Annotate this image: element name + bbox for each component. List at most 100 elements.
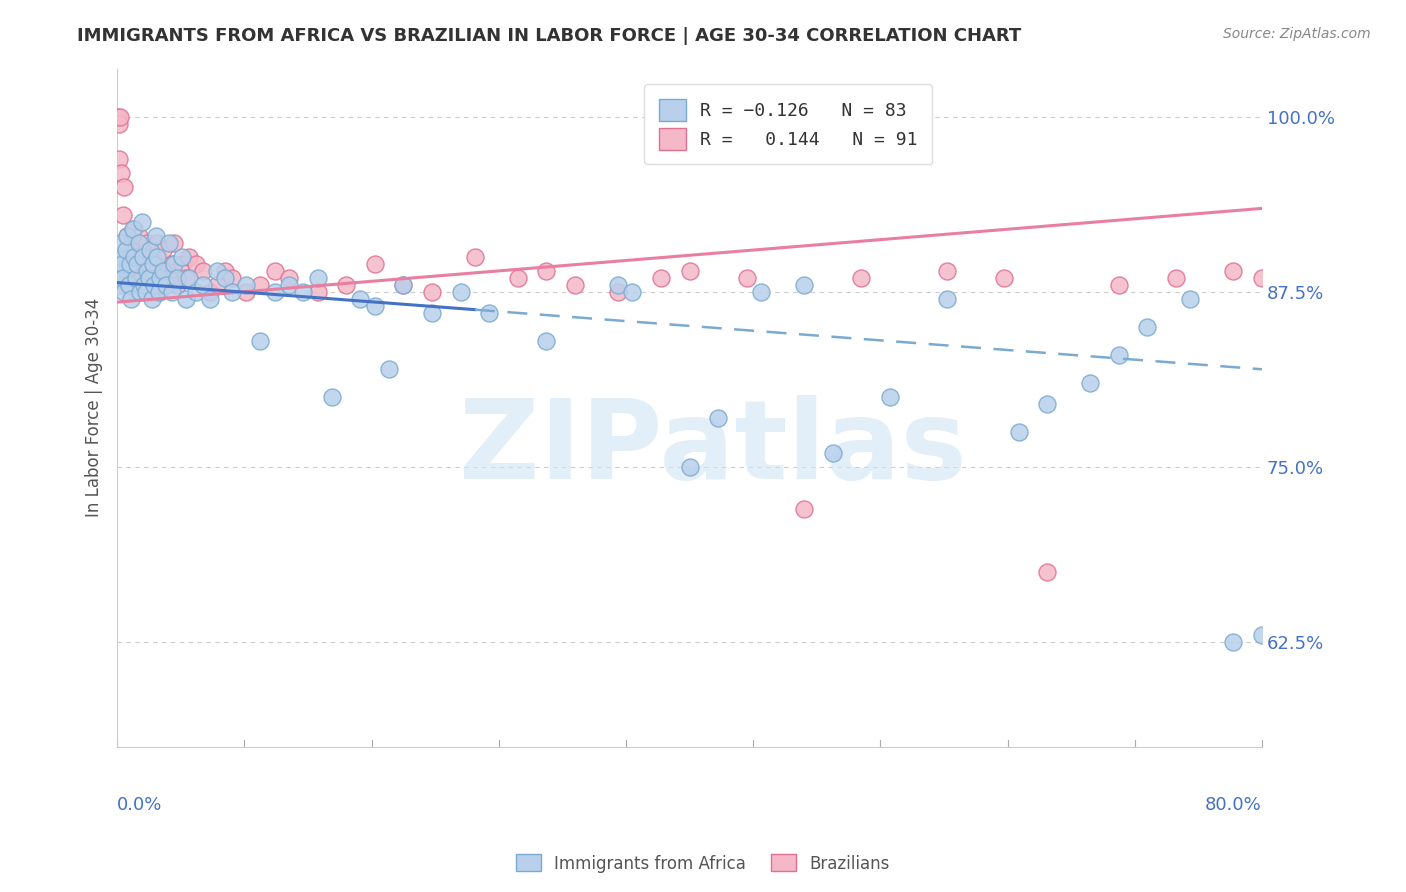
Point: [110, 251, 132, 265]
Point: [221, 271, 243, 285]
Point: [364, 299, 387, 313]
Point: [134, 278, 156, 293]
Point: [121, 236, 143, 251]
Point: [160, 285, 183, 300]
Point: [191, 264, 214, 278]
Point: [1251, 628, 1274, 642]
Point: [235, 285, 257, 300]
Point: [121, 293, 143, 307]
Point: [146, 236, 169, 251]
Point: [108, 264, 131, 278]
Point: [128, 236, 150, 251]
Point: [321, 390, 343, 404]
Point: [478, 306, 501, 320]
Point: [1108, 348, 1130, 362]
Legend: Immigrants from Africa, Brazilians: Immigrants from Africa, Brazilians: [509, 847, 897, 880]
Point: [131, 271, 153, 285]
Point: [152, 264, 174, 278]
Point: [1222, 264, 1244, 278]
Point: [122, 257, 145, 271]
Point: [136, 236, 159, 251]
Point: [148, 285, 170, 300]
Point: [115, 229, 138, 244]
Text: 80.0%: 80.0%: [1205, 796, 1263, 814]
Text: 0.0%: 0.0%: [117, 796, 163, 814]
Point: [793, 278, 815, 293]
Point: [111, 271, 134, 285]
Point: [132, 251, 155, 265]
Point: [207, 264, 229, 278]
Point: [117, 264, 139, 278]
Point: [138, 264, 160, 278]
Point: [1279, 614, 1302, 628]
Point: [564, 278, 586, 293]
Point: [1136, 320, 1159, 334]
Point: [170, 251, 193, 265]
Point: [152, 244, 174, 258]
Point: [184, 285, 207, 300]
Point: [749, 285, 772, 300]
Point: [450, 285, 472, 300]
Point: [506, 271, 529, 285]
Legend: R = −0.126   N = 83, R =   0.144   N = 91: R = −0.126 N = 83, R = 0.144 N = 91: [644, 85, 932, 164]
Point: [1078, 376, 1101, 391]
Point: [198, 285, 221, 300]
Point: [392, 278, 415, 293]
Point: [112, 285, 135, 300]
Point: [307, 285, 329, 300]
Point: [1393, 278, 1406, 293]
Point: [1180, 293, 1202, 307]
Point: [198, 293, 221, 307]
Point: [821, 446, 844, 460]
Text: IMMIGRANTS FROM AFRICA VS BRAZILIAN IN LABOR FORCE | AGE 30-34 CORRELATION CHART: IMMIGRANTS FROM AFRICA VS BRAZILIAN IN L…: [77, 27, 1022, 45]
Point: [110, 166, 132, 180]
Point: [1222, 635, 1244, 649]
Point: [127, 257, 149, 271]
Point: [1036, 397, 1059, 411]
Point: [122, 222, 145, 236]
Point: [214, 264, 236, 278]
Point: [139, 271, 162, 285]
Point: [793, 502, 815, 516]
Point: [277, 278, 299, 293]
Point: [263, 264, 285, 278]
Point: [221, 285, 243, 300]
Point: [207, 278, 229, 293]
Point: [292, 285, 315, 300]
Point: [120, 257, 142, 271]
Point: [936, 264, 959, 278]
Point: [707, 411, 730, 425]
Point: [392, 278, 415, 293]
Point: [936, 293, 959, 307]
Point: [277, 271, 299, 285]
Text: ZIPatlas: ZIPatlas: [458, 395, 966, 502]
Point: [117, 278, 139, 293]
Point: [170, 257, 193, 271]
Point: [1036, 565, 1059, 579]
Point: [141, 285, 163, 300]
Point: [214, 271, 236, 285]
Point: [108, 111, 131, 125]
Point: [263, 285, 285, 300]
Point: [1365, 257, 1388, 271]
Point: [149, 278, 172, 293]
Point: [851, 271, 873, 285]
Point: [129, 264, 152, 278]
Point: [184, 257, 207, 271]
Point: [349, 293, 371, 307]
Point: [1251, 271, 1274, 285]
Point: [678, 264, 700, 278]
Point: [1308, 516, 1330, 531]
Point: [138, 271, 160, 285]
Point: [166, 278, 188, 293]
Point: [166, 271, 188, 285]
Point: [145, 229, 167, 244]
Point: [111, 208, 134, 222]
Point: [174, 293, 197, 307]
Point: [142, 251, 165, 265]
Point: [141, 293, 163, 307]
Point: [108, 278, 131, 293]
Point: [536, 264, 558, 278]
Point: [107, 111, 129, 125]
Point: [120, 244, 142, 258]
